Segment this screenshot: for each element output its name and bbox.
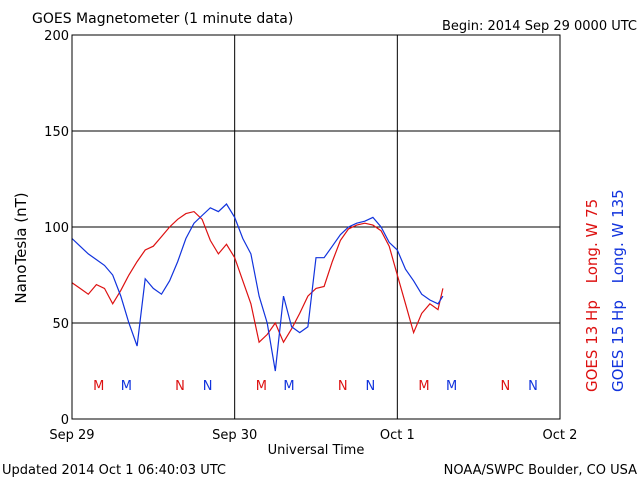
goes13-label-part2: Long. W 75	[583, 199, 601, 284]
goes13-label: GOES 13 Hp Long. W 75	[583, 199, 601, 392]
goes15-label: GOES 15 Hp Long. W 135	[609, 189, 627, 392]
x-tick-label: Oct 1	[380, 428, 415, 443]
goes15-label-part2: Long. W 135	[609, 189, 627, 283]
credit-text: NOAA/SWPC Boulder, CO USA	[444, 463, 637, 478]
marker-m: M	[121, 379, 132, 394]
series-line-goes13	[71, 210, 444, 344]
y-tick-labels: 0 50 100 150 200	[44, 29, 69, 428]
begin-time: Begin: 2014 Sep 29 0000 UTC	[442, 19, 637, 34]
marker-m: M	[418, 379, 429, 394]
marker-n: N	[365, 379, 375, 394]
x-tick-label: Sep 30	[212, 428, 257, 443]
marker-m: M	[283, 379, 294, 394]
x-tick-label: Sep 29	[49, 428, 94, 443]
goes13-label-part1: GOES 13 Hp	[583, 300, 601, 392]
marker-n: N	[175, 379, 185, 394]
y-tick-label: 200	[44, 29, 69, 44]
marker-m: M	[93, 379, 104, 394]
chart-title: GOES Magnetometer (1 minute data)	[32, 11, 293, 27]
marker-n: N	[500, 379, 510, 394]
plot-frame	[71, 34, 561, 420]
series-lines	[71, 203, 444, 372]
grid-lines	[72, 35, 560, 419]
x-tick-labels: Sep 29 Sep 30 Oct 1 Oct 2	[49, 428, 577, 443]
marker-n: N	[528, 379, 538, 394]
y-tick-label: 150	[44, 125, 69, 140]
y-axis-label: NanoTesla (nT)	[12, 192, 30, 303]
series-line-goes15	[71, 203, 444, 372]
y-tick-label: 100	[44, 221, 69, 236]
goes15-label-part1: GOES 15 Hp	[609, 300, 627, 392]
x-tick-label: Oct 2	[543, 428, 578, 443]
marker-m: M	[256, 379, 267, 394]
updated-timestamp: Updated 2014 Oct 1 06:40:03 UTC	[2, 463, 226, 478]
marker-m: M	[446, 379, 457, 394]
marker-n: N	[203, 379, 213, 394]
y-tick-label: 50	[52, 317, 69, 332]
y-tick-label: 0	[61, 413, 69, 428]
marker-n: N	[338, 379, 348, 394]
x-axis-label: Universal Time	[268, 443, 365, 458]
